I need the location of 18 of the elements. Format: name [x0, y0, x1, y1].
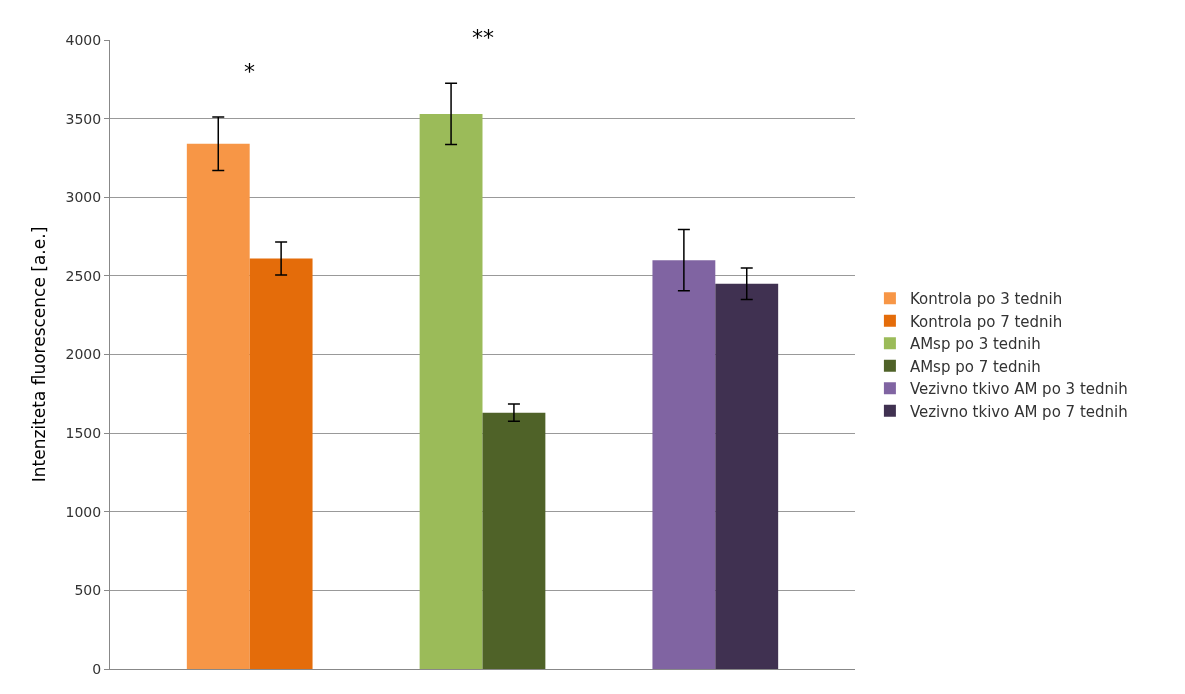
y-tick-label: 3000 — [65, 189, 102, 206]
legend-label: Vezivno tkivo AM po 3 tednih — [909, 380, 1128, 399]
legend-label: Kontrola po 7 tednih — [909, 312, 1063, 331]
y-tick-label: 1000 — [65, 503, 102, 520]
y-tick-label: 500 — [74, 582, 102, 599]
y-tick-label: 2000 — [65, 346, 102, 363]
y-tick-label: 1500 — [65, 425, 102, 442]
annotation: * — [244, 59, 255, 84]
legend-label: AMsp po 3 tednih — [909, 335, 1041, 354]
annotation: ** — [472, 25, 494, 50]
legend-label: AMsp po 7 tednih — [909, 357, 1041, 376]
y-tick-label: 0 — [92, 660, 102, 677]
y-tick-label: 2500 — [65, 267, 102, 284]
legend-label: Vezivno tkivo AM po 7 tednih — [909, 402, 1128, 421]
y-tick-label: 3500 — [65, 110, 102, 127]
y-axis-title: Intenziteta fluorescence [a.e.] — [29, 226, 50, 483]
legend-label: Kontrola po 3 tednih — [909, 290, 1063, 309]
y-tick-label: 4000 — [65, 31, 102, 48]
